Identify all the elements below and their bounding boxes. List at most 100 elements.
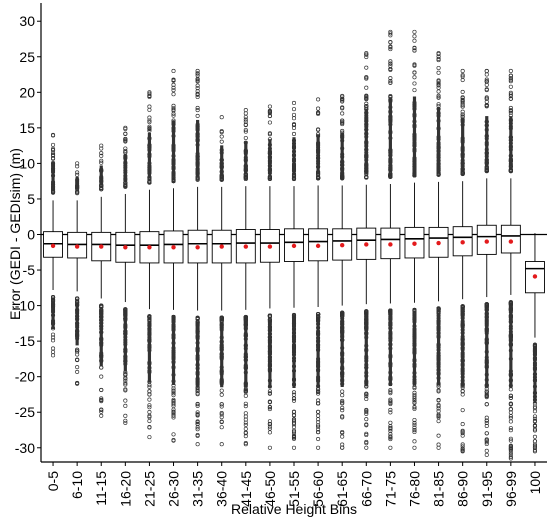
outlier-point bbox=[291, 409, 297, 414]
box-81-85 bbox=[428, 51, 449, 450]
outlier-point bbox=[123, 309, 128, 314]
outlier-point bbox=[484, 72, 489, 77]
y-tick-label: 15 bbox=[19, 120, 35, 136]
outlier-point bbox=[316, 409, 321, 414]
outlier-point bbox=[484, 415, 489, 420]
outlier-point bbox=[364, 394, 369, 399]
outlier-point bbox=[508, 68, 513, 74]
x-tick-label: 36-40 bbox=[214, 471, 230, 507]
outlier-point bbox=[460, 304, 465, 309]
outlier-point bbox=[50, 148, 56, 153]
outlier-point bbox=[412, 422, 417, 427]
outlier-point bbox=[171, 412, 176, 417]
outlier-point bbox=[508, 73, 513, 78]
outlier-point bbox=[460, 109, 465, 114]
outlier-point bbox=[508, 300, 513, 305]
box-61-65 bbox=[332, 93, 353, 450]
x-tick-label: 21-25 bbox=[141, 471, 157, 507]
outlier-point bbox=[50, 332, 56, 337]
outlier-point bbox=[484, 103, 489, 108]
outlier-point bbox=[243, 426, 248, 431]
outlier-point bbox=[267, 426, 272, 431]
x-tick-label: 91-95 bbox=[479, 471, 495, 507]
outlier-point bbox=[291, 116, 297, 121]
outlier-point bbox=[460, 112, 465, 117]
outlier-point bbox=[436, 93, 441, 98]
outlier-point bbox=[388, 428, 393, 434]
outlier-point bbox=[267, 445, 272, 450]
outlier-point bbox=[316, 417, 321, 422]
outlier-point bbox=[532, 414, 538, 419]
x-tick-label: 51-55 bbox=[286, 471, 302, 507]
outlier-point bbox=[340, 400, 345, 405]
outlier-point bbox=[50, 151, 56, 156]
outlier-point bbox=[316, 389, 321, 394]
y-tick-label: 10 bbox=[19, 155, 35, 171]
outlier-point bbox=[147, 314, 152, 319]
outlier-point bbox=[195, 89, 200, 94]
outlier-point bbox=[219, 412, 224, 417]
outlier-point bbox=[412, 394, 417, 399]
outlier-point bbox=[532, 443, 538, 448]
outlier-point bbox=[99, 413, 104, 418]
outlier-point bbox=[316, 97, 321, 102]
outlier-point bbox=[412, 425, 417, 430]
x-tick-label: 66-70 bbox=[358, 471, 374, 507]
outlier-point bbox=[316, 387, 321, 392]
outlier-point bbox=[340, 99, 345, 104]
outlier-point bbox=[316, 176, 321, 181]
outlier-point bbox=[508, 450, 513, 455]
outlier-point bbox=[243, 117, 248, 122]
outlier-point bbox=[243, 119, 248, 124]
outlier-point bbox=[171, 402, 176, 407]
outlier-point bbox=[316, 420, 321, 425]
outlier-point bbox=[75, 190, 80, 195]
mean-marker bbox=[315, 243, 321, 249]
outlier-point bbox=[364, 101, 369, 106]
x-axis: 0-5 6-10 11-15 16-20 21-25 26-30 31-35 36-40 41-… bbox=[41, 461, 547, 507]
outlier-point bbox=[243, 108, 248, 113]
outlier-point bbox=[171, 317, 176, 322]
outlier-point bbox=[123, 125, 128, 130]
outlier-point bbox=[219, 404, 224, 409]
outlier-point bbox=[123, 382, 128, 387]
outlier-point bbox=[243, 129, 248, 134]
outlier-point bbox=[436, 103, 441, 109]
outlier-point bbox=[508, 456, 513, 461]
outlier-point bbox=[508, 301, 513, 306]
outlier-point bbox=[508, 454, 513, 460]
outlier-point bbox=[316, 110, 321, 115]
outlier-point bbox=[291, 312, 297, 317]
box-100 bbox=[525, 233, 545, 454]
outlier-point bbox=[99, 399, 104, 404]
x-tick-label: 81-85 bbox=[431, 471, 447, 507]
outlier-point bbox=[436, 95, 441, 100]
box-31-35 bbox=[187, 68, 208, 447]
mean-marker bbox=[147, 245, 152, 250]
outlier-point bbox=[171, 178, 176, 183]
outlier-point bbox=[460, 73, 465, 78]
outlier-point bbox=[460, 68, 465, 74]
outlier-point bbox=[219, 425, 224, 430]
outlier-point bbox=[412, 428, 417, 433]
outlier-point bbox=[243, 176, 248, 182]
outlier-point bbox=[460, 442, 465, 447]
outlier-point bbox=[460, 77, 465, 83]
outlier-point bbox=[123, 139, 128, 144]
outlier-point bbox=[195, 68, 200, 74]
outlier-point bbox=[99, 146, 104, 151]
outlier-point bbox=[340, 105, 345, 110]
outlier-point bbox=[243, 122, 248, 127]
outlier-point bbox=[340, 98, 345, 103]
outlier-point bbox=[484, 418, 489, 423]
outlier-point bbox=[388, 80, 393, 85]
outlier-point bbox=[171, 68, 176, 74]
outlier-point bbox=[267, 176, 272, 182]
outlier-point bbox=[340, 398, 345, 403]
outlier-point bbox=[484, 437, 489, 442]
outlier-point bbox=[388, 29, 393, 34]
outlier-point bbox=[195, 77, 200, 82]
outlier-point bbox=[123, 137, 128, 142]
outlier-point bbox=[436, 415, 441, 420]
y-tick-label: 5 bbox=[27, 191, 35, 207]
